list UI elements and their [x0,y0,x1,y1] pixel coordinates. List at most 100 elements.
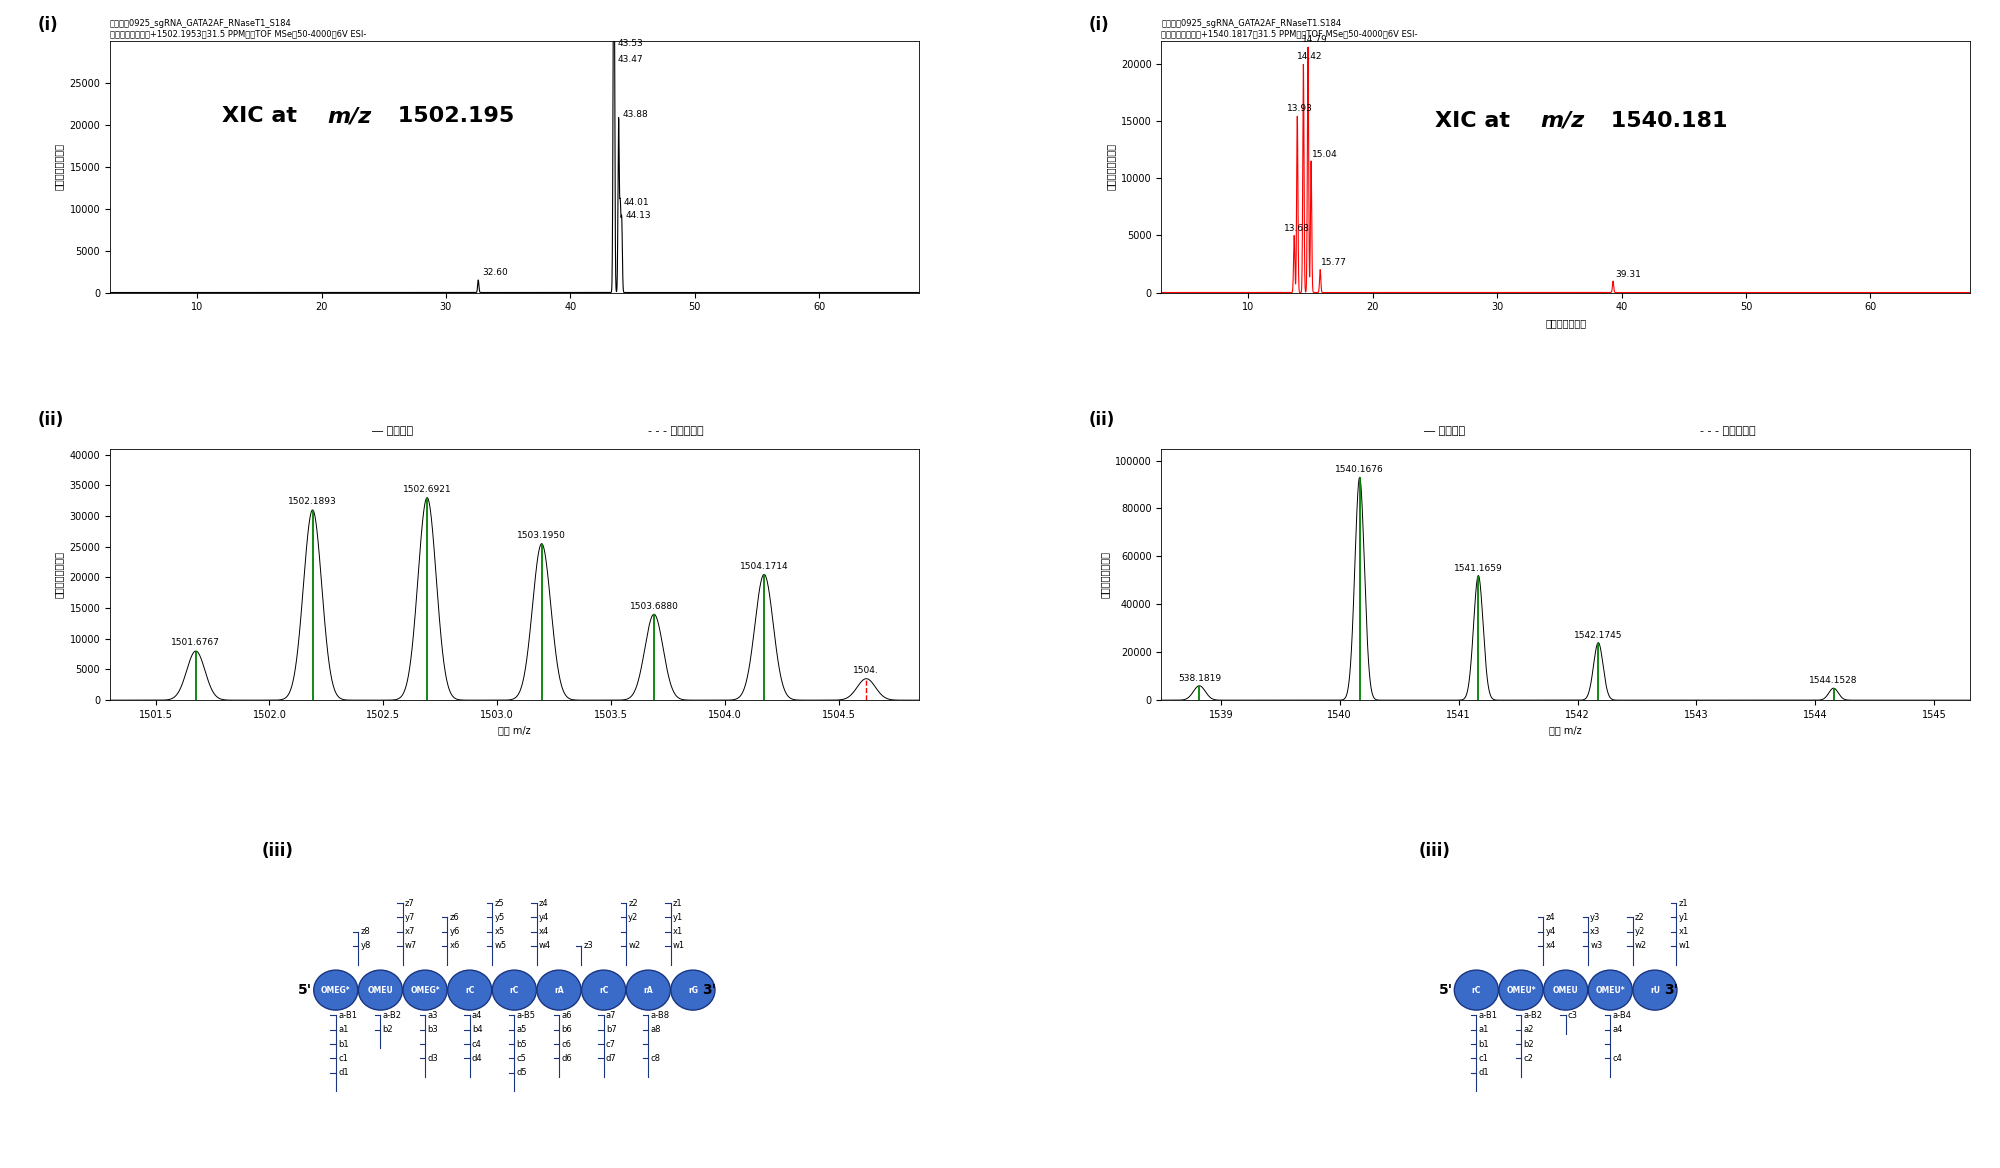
Ellipse shape [448,971,492,1010]
Text: y1: y1 [672,913,684,922]
Text: y5: y5 [494,913,504,922]
Text: a-B2: a-B2 [1524,1011,1542,1020]
Ellipse shape [536,971,582,1010]
Text: z2: z2 [1634,913,1644,922]
Text: z4: z4 [1546,913,1556,922]
Text: d7: d7 [606,1054,616,1063]
Text: rC: rC [1472,986,1482,995]
Text: 1544.1528: 1544.1528 [1810,676,1858,686]
Text: a-B8: a-B8 [650,1011,670,1020]
Text: c1: c1 [338,1054,348,1063]
Text: 1540.1676: 1540.1676 [1336,465,1384,474]
Text: y3: y3 [1590,913,1600,922]
Text: x4: x4 [538,927,550,937]
Text: b4: b4 [472,1026,482,1034]
Text: - - - 予測不一致: - - - 予測不一致 [648,426,704,436]
Text: y6: y6 [450,927,460,937]
Text: 538.1819: 538.1819 [1178,674,1220,683]
Text: b1: b1 [1478,1040,1490,1049]
Text: 項目名：0925_sgRNA_GATA2AF_RNaseT1_S184
チャンネル名２：+1502.1953（31.5 PPM）：TOF MSe（50-4000: 項目名：0925_sgRNA_GATA2AF_RNaseT1_S184 チャンネ… [110,20,366,39]
Ellipse shape [626,971,670,1010]
Text: m/z: m/z [1540,111,1586,131]
Text: 43.53: 43.53 [618,39,644,48]
Text: a5: a5 [516,1026,526,1034]
Text: OMEU*: OMEU* [1596,986,1626,995]
Text: w4: w4 [538,941,552,951]
Ellipse shape [314,971,358,1010]
Ellipse shape [358,971,402,1010]
Text: a-B1: a-B1 [1478,1011,1498,1020]
Text: 項目名：0925_sgRNA_GATA2AF_RNaseT1.S184
チャンネル名２：+1540.1817（31.5 PPM）：TOF MSe（50-4000: 項目名：0925_sgRNA_GATA2AF_RNaseT1.S184 チャンネ… [1162,20,1418,39]
Text: w1: w1 [672,941,684,951]
Text: y8: y8 [360,941,370,951]
Text: c7: c7 [606,1040,616,1049]
Text: rC: rC [466,986,474,995]
Text: y1: y1 [1678,913,1688,922]
Text: OMEU: OMEU [1552,986,1578,995]
Text: b6: b6 [562,1026,572,1034]
Text: b2: b2 [382,1026,394,1034]
Text: rC: rC [598,986,608,995]
Text: y2: y2 [628,913,638,922]
Text: 1504.1714: 1504.1714 [740,562,788,571]
Y-axis label: 強度（カウント）: 強度（カウント） [1106,144,1116,190]
Ellipse shape [1498,971,1544,1010]
Text: 43.47: 43.47 [618,55,642,64]
Text: a-B2: a-B2 [382,1011,402,1020]
Text: d1: d1 [338,1068,348,1077]
Text: (i): (i) [38,15,58,34]
Text: 32.60: 32.60 [482,267,508,277]
X-axis label: 保持時間（分）: 保持時間（分） [1546,318,1586,328]
Text: c3: c3 [1568,1011,1578,1020]
Text: 1542.1745: 1542.1745 [1574,631,1622,640]
Text: c4: c4 [472,1040,482,1049]
Ellipse shape [492,971,536,1010]
Text: w7: w7 [404,941,418,951]
Text: 3': 3' [702,983,716,997]
Text: b7: b7 [606,1026,616,1034]
Text: 44.01: 44.01 [624,197,650,207]
Text: (ii): (ii) [38,411,64,429]
Text: 44.13: 44.13 [626,210,652,220]
Y-axis label: 強度（カウント）: 強度（カウント） [54,551,64,598]
Text: x4: x4 [1546,941,1556,951]
Text: 5': 5' [1438,983,1452,997]
Text: d4: d4 [472,1054,482,1063]
Text: - - - 予測不一致: - - - 予測不一致 [1700,426,1756,436]
Text: w3: w3 [1590,941,1602,951]
Text: 1503.1950: 1503.1950 [518,531,566,540]
Text: a-B4: a-B4 [1612,1011,1632,1020]
Text: x5: x5 [494,927,504,937]
Text: y2: y2 [1634,927,1646,937]
Text: a6: a6 [562,1011,572,1020]
Text: (i): (i) [1088,15,1110,34]
Text: x3: x3 [1590,927,1600,937]
Text: a4: a4 [472,1011,482,1020]
Text: 3': 3' [1664,983,1678,997]
Text: 15.77: 15.77 [1322,258,1348,267]
Text: z5: z5 [494,898,504,908]
Y-axis label: 強度（カウント）: 強度（カウント） [1100,551,1110,598]
Text: x7: x7 [404,927,416,937]
Text: d3: d3 [428,1054,438,1063]
Text: c5: c5 [516,1054,526,1063]
Text: a8: a8 [650,1026,662,1034]
Text: 1540.181: 1540.181 [1602,111,1728,131]
Text: (iii): (iii) [262,842,294,861]
Text: (iii): (iii) [1418,842,1450,861]
Ellipse shape [1632,971,1676,1010]
Text: z1: z1 [672,898,682,908]
Ellipse shape [1544,971,1588,1010]
Text: rG: rG [688,986,698,995]
Text: 13.68: 13.68 [1284,224,1310,234]
Ellipse shape [1454,971,1498,1010]
Text: ― 予測一致: ― 予測一致 [372,426,414,436]
Text: w5: w5 [494,941,506,951]
Text: 1504.: 1504. [854,666,880,675]
Text: a2: a2 [1524,1026,1534,1034]
Text: a-B5: a-B5 [516,1011,536,1020]
Text: y4: y4 [1546,927,1556,937]
Text: c2: c2 [1524,1054,1534,1063]
Text: ― 予測一致: ― 予測一致 [1424,426,1464,436]
Text: y7: y7 [404,913,416,922]
